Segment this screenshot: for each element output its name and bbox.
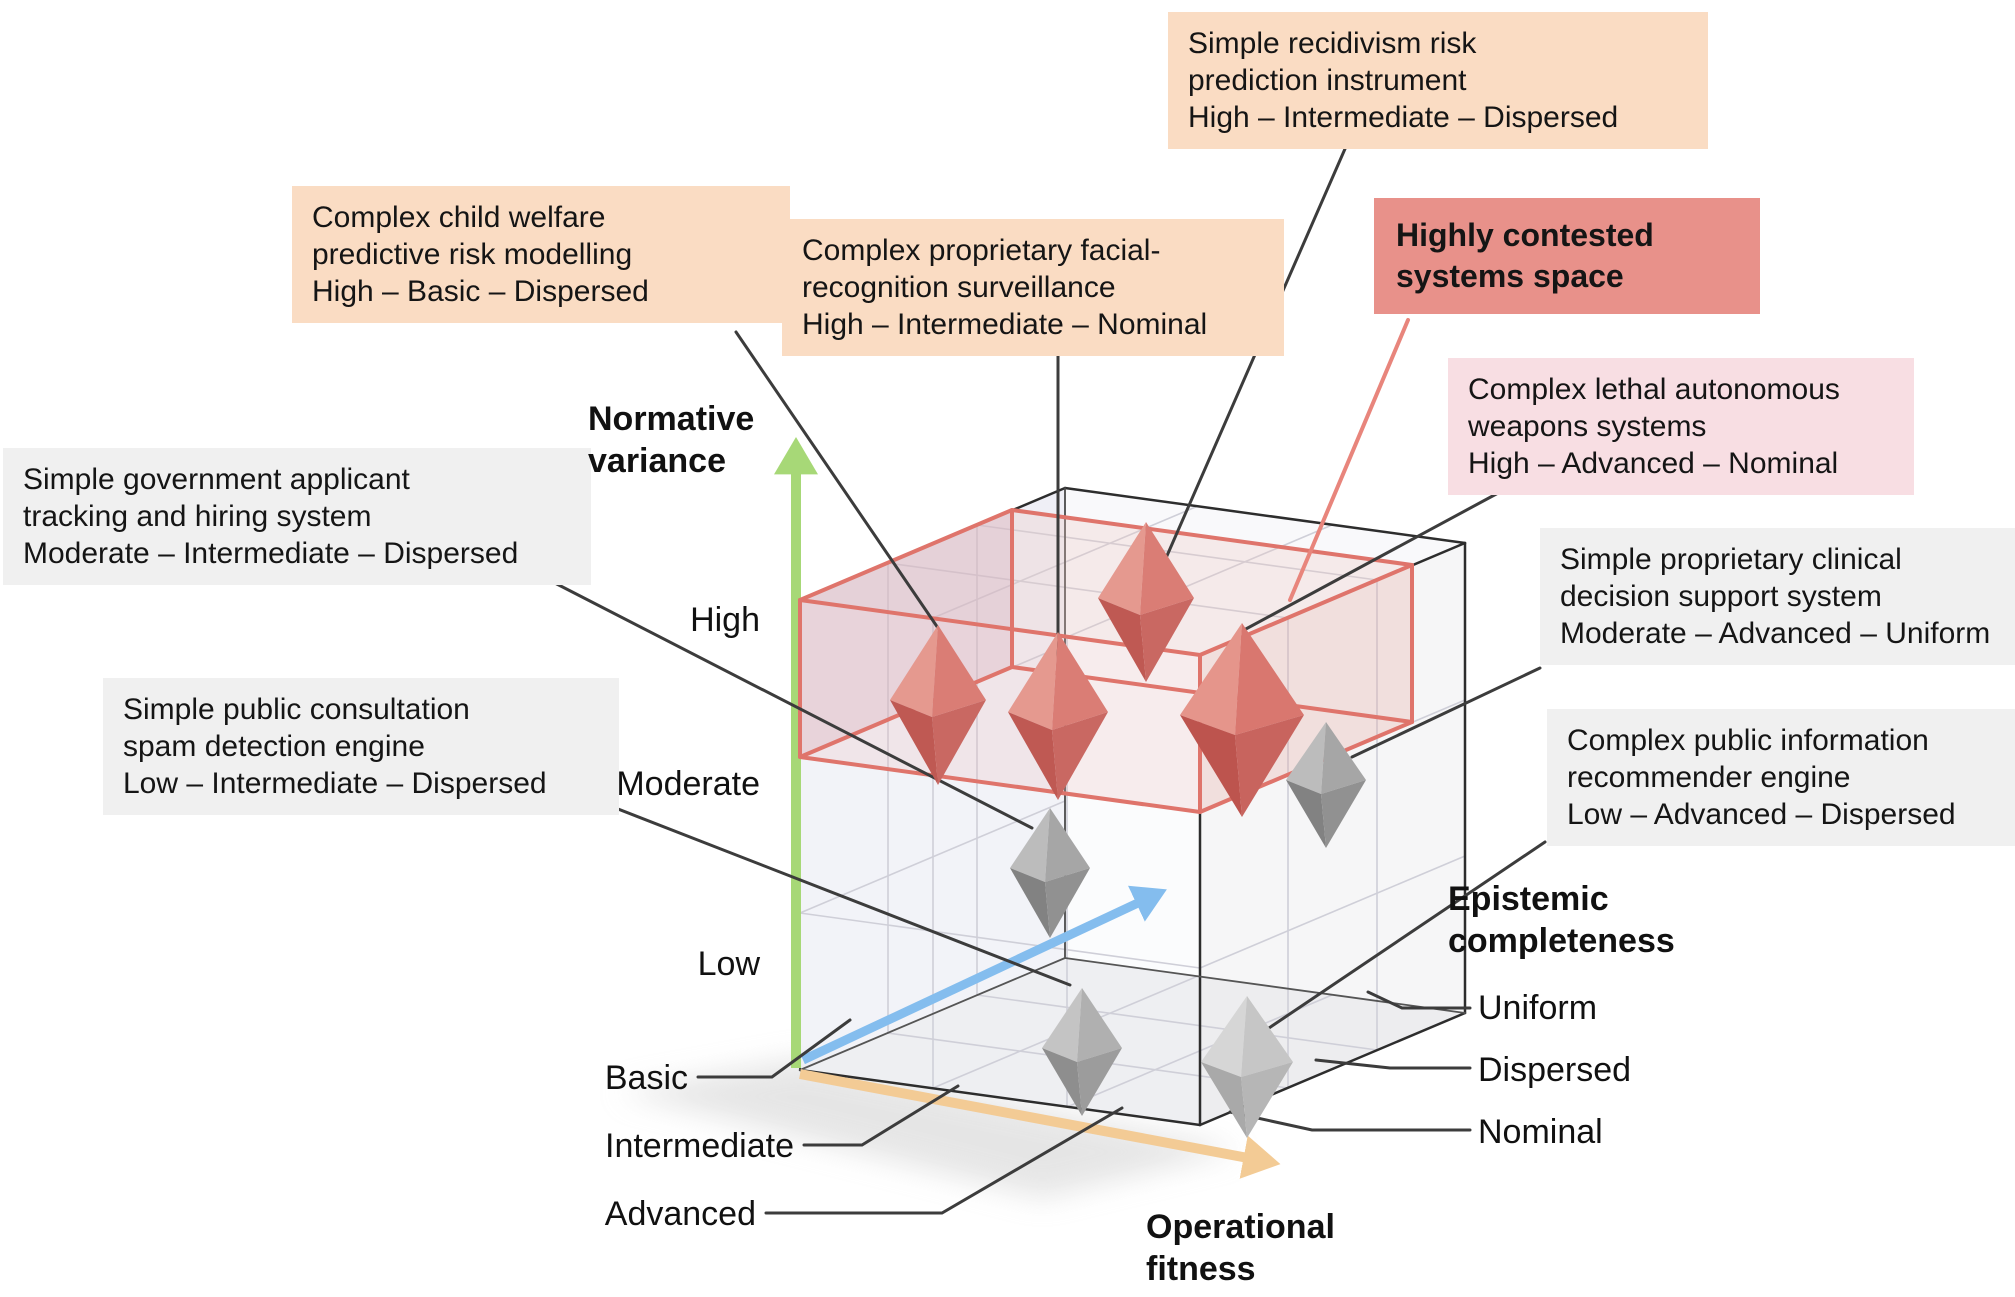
leader-tick-intermediate [802,1084,960,1147]
card-line: spam detection engine [123,730,425,763]
leader-lethal-weapons [1242,490,1502,632]
system-card-child-welfare: Complex child welfare predictive risk mo… [292,186,790,323]
card-coordinates: Low – Intermediate – Dispersed [123,767,547,800]
system-card-lethal-weapons: Complex lethal autonomous weapons system… [1448,358,1914,495]
card-line: decision support system [1560,580,1882,613]
cube-front-face [800,600,1200,1125]
leader-child-welfare [734,330,940,630]
card-coordinates: High – Intermediate – Nominal [802,308,1208,341]
cube-shadow [618,1058,1240,1198]
diamond-recommender [1201,996,1293,1138]
system-card-government-hiring: Simple government applicant tracking and… [3,448,591,585]
card-line: weapons systems [1468,410,1707,443]
axis-title-line: Operational [1146,1208,1335,1246]
card-coordinates: High – Advanced – Nominal [1468,447,1839,480]
diamond-spam-detection [1042,988,1122,1116]
highly-contested-label: Highly contested systems space [1374,198,1760,314]
card-line: tracking and hiring system [23,500,372,533]
tick-normative-high: High [690,601,760,639]
system-markers [890,522,1366,1138]
card-line: Highly contested [1396,217,1654,253]
operational-fitness-axis-arrow [799,1069,1281,1179]
system-card-clinical-decision: Simple proprietary clinical decision sup… [1540,528,2015,665]
operational-fitness-axis-title: Operational fitness [1146,1206,1335,1290]
leader-tick-basic [696,1018,852,1079]
system-card-recidivism: Simple recidivism risk prediction instru… [1168,12,1708,149]
epistemic-completeness-axis-title: Epistemic completeness [1448,878,1675,962]
card-coordinates: Moderate – Advanced – Uniform [1560,617,1991,650]
leader-tick-uniform [1366,990,1472,1010]
card-line: systems space [1396,258,1624,294]
system-card-facial-recognition: Complex proprietary facial- recognition … [782,219,1284,356]
leader-tick-advanced [764,1106,1124,1215]
leader-lines [547,140,1547,1215]
card-coordinates: Low – Advanced – Dispersed [1567,798,1956,831]
card-coordinates: High – Basic – Dispersed [312,275,649,308]
card-line: recommender engine [1567,761,1851,794]
diamond-child-welfare [890,625,986,785]
leader-recidivism [1150,140,1350,592]
axis-title-line: fitness [1146,1250,1256,1288]
leader-clinical-decision [1350,666,1542,759]
axis-title-line: completeness [1448,922,1675,960]
card-coordinates: High – Intermediate – Dispersed [1188,101,1619,134]
epistemic-completeness-axis-arrow [801,885,1167,1065]
card-line: Complex public information [1567,724,1929,757]
leader-highly-contested [1288,318,1410,602]
diamond-clinical-decision [1286,722,1366,848]
card-line: Complex child welfare [312,201,606,234]
tick-operational-intermediate: Intermediate [605,1127,794,1165]
leader-tick-dispersed [1314,1058,1472,1070]
card-coordinates: Moderate – Intermediate – Dispersed [23,537,519,570]
card-line: Complex proprietary facial- [802,234,1161,267]
diamond-government-hiring [1010,808,1090,938]
diamond-recidivism [1098,522,1194,682]
tick-normative-moderate: Moderate [616,765,760,803]
tick-epistemic-dispersed: Dispersed [1478,1051,1632,1089]
system-card-spam-detection: Simple public consultation spam detectio… [103,678,619,815]
leader-spam-detection [575,791,1072,987]
axis-title-line: Epistemic [1448,880,1609,918]
card-line: recognition surveillance [802,271,1116,304]
normative-variance-axis-title: Normative variance [588,398,754,482]
tick-epistemic-nominal: Nominal [1478,1113,1603,1151]
card-line: Simple proprietary clinical [1560,543,1902,576]
tick-operational-advanced: Advanced [604,1195,756,1233]
leader-tick-nominal [1228,1110,1472,1132]
leader-government-hiring [547,578,1034,830]
diamond-lethal-weapons [1180,623,1304,817]
card-line: Simple public consultation [123,693,470,726]
card-line: Simple recidivism risk [1188,27,1477,60]
card-line: Complex lethal autonomous [1468,373,1840,406]
system-card-recommender: Complex public information recommender e… [1547,709,2015,846]
card-line: predictive risk modelling [312,238,633,271]
card-line: Simple government applicant [23,463,410,496]
card-line: prediction instrument [1188,64,1467,97]
axis-title-line: Normative [588,400,755,438]
tick-normative-low: Low [697,945,760,983]
axis-title-line: variance [588,442,726,480]
tick-epistemic-uniform: Uniform [1478,989,1598,1027]
leader-recommender [1264,840,1547,1032]
diamond-facial-recognition [1008,632,1108,800]
tick-operational-basic: Basic [604,1059,688,1097]
